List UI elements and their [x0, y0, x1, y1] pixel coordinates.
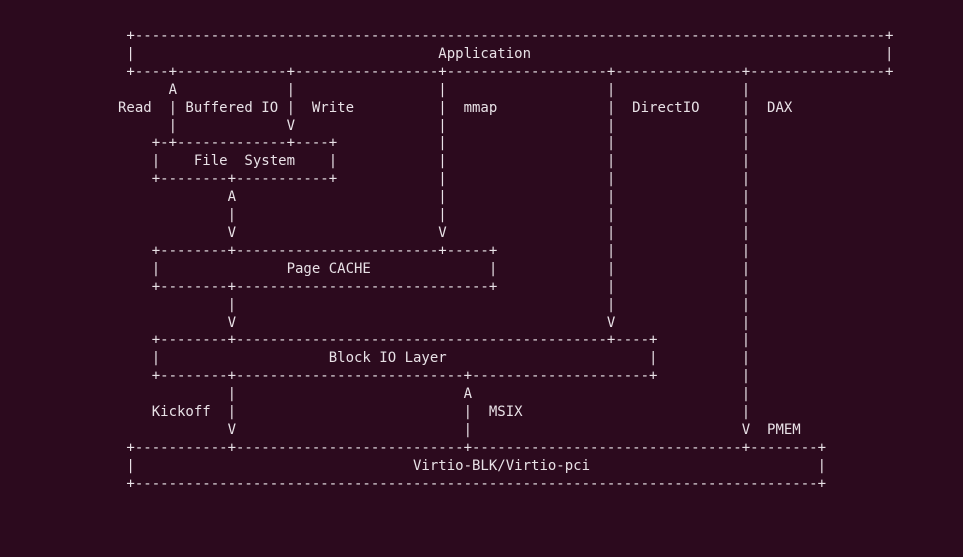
- io-stack-ascii-diagram: +---------------------------------------…: [0, 0, 963, 494]
